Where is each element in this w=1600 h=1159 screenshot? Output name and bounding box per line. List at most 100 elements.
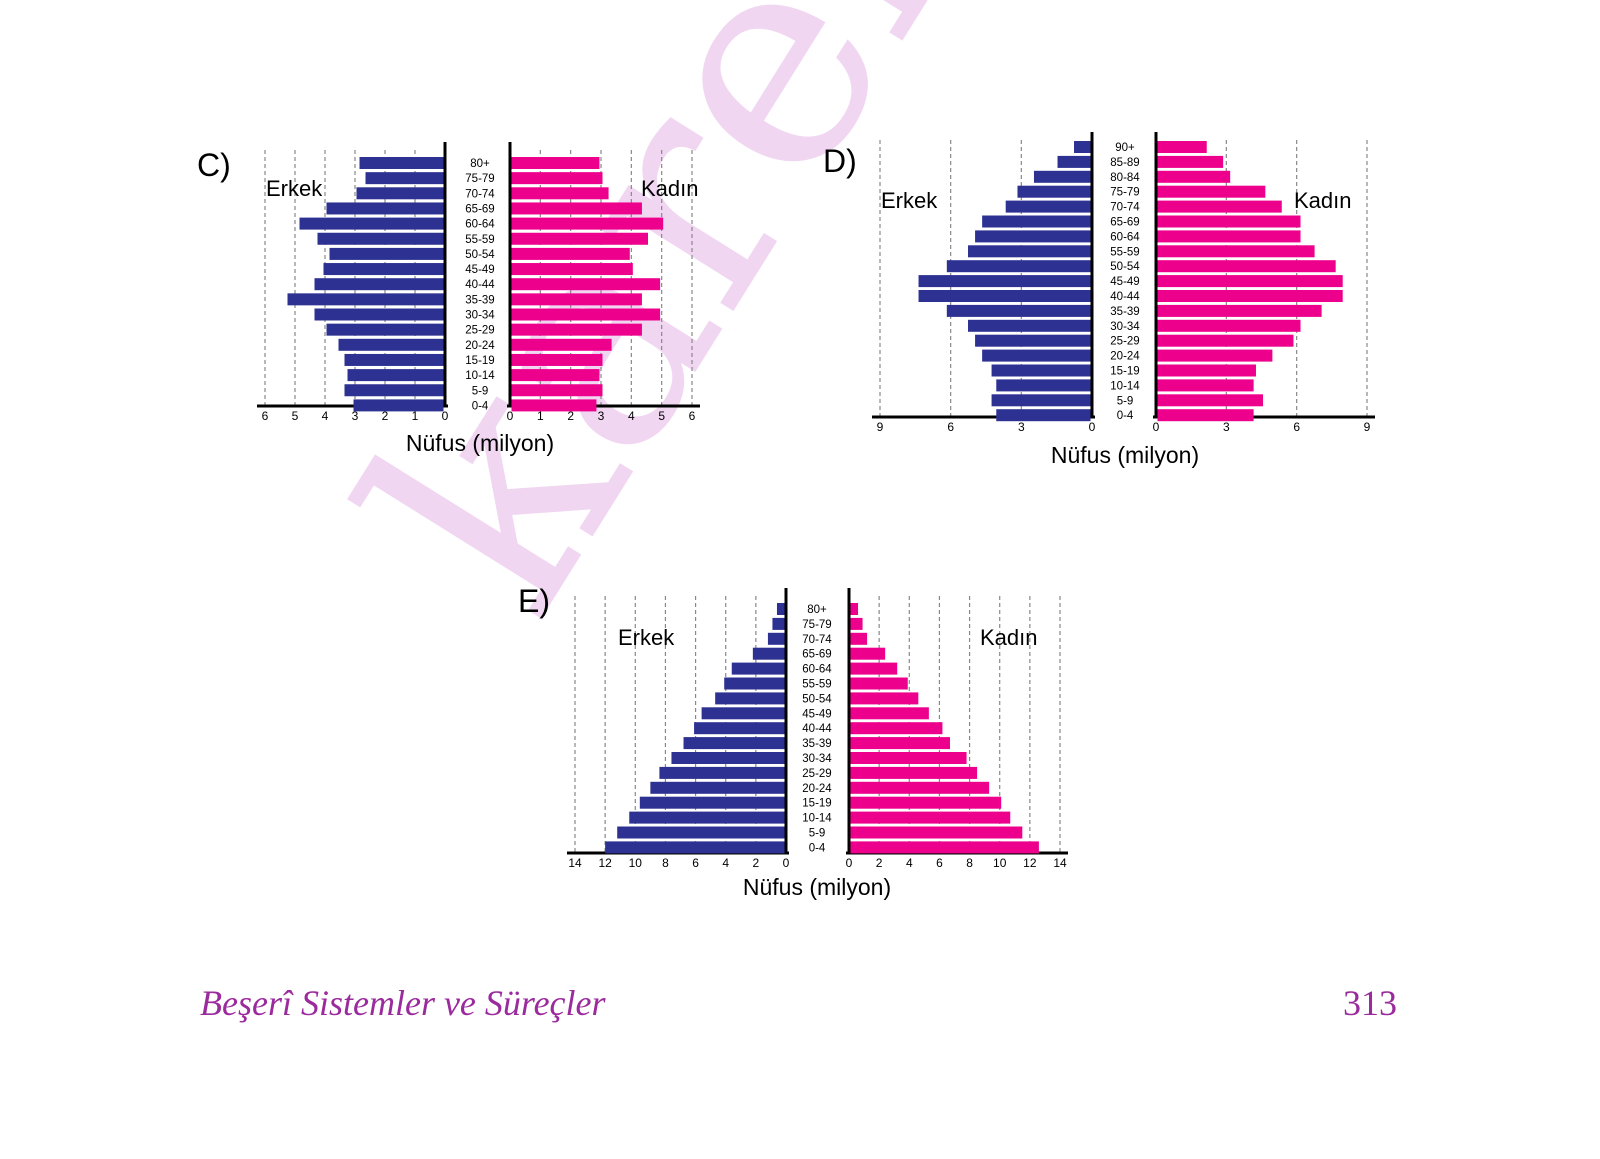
female-bar-25-29 — [850, 766, 978, 779]
male-tick-label: 5 — [292, 409, 299, 423]
age-group-label: 65-69 — [1110, 217, 1139, 229]
male-tick-label: 12 — [598, 856, 612, 870]
male-bar-15-19 — [344, 353, 444, 366]
male-bar-45-49 — [323, 263, 444, 276]
female-bar-0-4 — [850, 841, 1039, 854]
male-bar-75-79 — [365, 172, 444, 185]
female-tick-label: 0 — [846, 856, 853, 870]
male-bar-75-79 — [1017, 185, 1091, 198]
age-group-label: 20-24 — [1110, 351, 1140, 363]
age-group-label: 50-54 — [802, 693, 832, 705]
female-legend-label: Kadın — [980, 625, 1038, 650]
age-group-label: 90+ — [1115, 142, 1135, 154]
female-bar-65-69 — [1157, 215, 1301, 228]
male-tick-label: 0 — [442, 409, 449, 423]
male-bar-80-84 — [1033, 170, 1091, 183]
age-group-label: 85-89 — [1110, 157, 1139, 169]
female-bar-80+ — [850, 603, 859, 615]
female-tick-label: 3 — [598, 409, 605, 423]
panel-label: D) — [823, 143, 857, 179]
age-group-label: 80-84 — [1110, 172, 1140, 184]
age-group-label: 80+ — [470, 158, 490, 170]
female-bar-5-9 — [850, 826, 1023, 839]
female-bar-25-29 — [511, 323, 642, 336]
male-bar-60-64 — [299, 217, 444, 230]
age-group-label: 70-74 — [465, 188, 495, 200]
female-tick-label: 5 — [658, 409, 665, 423]
female-bar-70-74 — [1157, 200, 1282, 213]
female-tick-label: 9 — [1364, 420, 1371, 434]
male-tick-label: 14 — [568, 856, 582, 870]
age-group-label: 80+ — [807, 604, 827, 616]
female-bar-80+ — [511, 157, 600, 169]
age-group-label: 15-19 — [465, 355, 494, 367]
male-bar-60-64 — [975, 230, 1091, 243]
male-bar-10-14 — [347, 369, 444, 382]
male-bar-10-14 — [996, 379, 1091, 392]
female-bar-85-89 — [1157, 155, 1224, 168]
age-group-label: 25-29 — [1110, 336, 1139, 348]
female-tick-label: 14 — [1053, 856, 1067, 870]
x-axis-title: Nüfus (milyon) — [406, 430, 554, 456]
age-group-label: 40-44 — [1110, 291, 1140, 303]
age-group-label: 35-39 — [1110, 306, 1139, 318]
female-tick-label: 6 — [936, 856, 943, 870]
female-bar-15-19 — [511, 353, 603, 366]
male-tick-label: 3 — [1018, 420, 1025, 434]
age-group-label: 25-29 — [802, 768, 831, 780]
female-bar-35-39 — [511, 293, 642, 306]
x-axis-title: Nüfus (milyon) — [1051, 442, 1199, 468]
male-bar-45-49 — [701, 707, 785, 720]
age-group-label: 15-19 — [802, 798, 831, 810]
age-group-label: 40-44 — [465, 279, 495, 291]
male-bar-35-39 — [683, 737, 785, 750]
age-group-label: 60-64 — [1110, 231, 1140, 243]
male-bar-65-69 — [326, 202, 444, 215]
male-bar-30-34 — [968, 319, 1091, 332]
age-group-label: 50-54 — [1110, 261, 1140, 273]
female-bar-5-9 — [511, 384, 603, 397]
age-group-label: 70-74 — [1110, 202, 1140, 214]
female-tick-label: 3 — [1223, 420, 1230, 434]
age-group-label: 0-4 — [472, 400, 489, 412]
female-bar-20-24 — [1157, 349, 1273, 362]
male-tick-label: 9 — [877, 420, 884, 434]
male-bar-70-74 — [767, 632, 785, 645]
female-tick-label: 10 — [993, 856, 1007, 870]
age-group-label: 5-9 — [809, 828, 826, 840]
female-bar-50-54 — [511, 247, 630, 260]
male-bar-55-59 — [317, 232, 444, 245]
age-group-label: 55-59 — [465, 234, 494, 246]
female-bar-25-29 — [1157, 334, 1294, 347]
female-tick-label: 8 — [966, 856, 973, 870]
male-bar-40-44 — [918, 290, 1091, 302]
age-group-label: 30-34 — [802, 753, 832, 765]
female-bar-65-69 — [850, 647, 886, 660]
age-group-label: 30-34 — [465, 310, 495, 322]
male-bar-85-89 — [1057, 155, 1091, 168]
female-bar-60-64 — [1157, 230, 1301, 243]
female-bar-45-49 — [850, 707, 929, 720]
male-bar-0-4 — [605, 841, 785, 854]
female-bar-55-59 — [511, 232, 648, 245]
female-bar-20-24 — [850, 781, 990, 794]
female-bar-0-4 — [1157, 409, 1254, 422]
male-bar-60-64 — [731, 662, 785, 675]
female-bar-20-24 — [511, 338, 612, 351]
x-axis-title: Nüfus (milyon) — [743, 874, 891, 900]
male-tick-label: 2 — [382, 409, 389, 423]
male-bar-50-54 — [329, 247, 444, 260]
male-bar-5-9 — [991, 394, 1091, 407]
female-bar-30-34 — [850, 752, 967, 764]
female-bar-75-79 — [1157, 185, 1266, 198]
age-group-label: 30-34 — [1110, 321, 1140, 333]
male-bar-20-24 — [982, 349, 1091, 362]
age-group-label: 50-54 — [465, 249, 495, 261]
female-bar-90+ — [1157, 141, 1207, 153]
male-bar-5-9 — [617, 826, 785, 839]
age-group-label: 20-24 — [802, 783, 832, 795]
age-group-label: 15-19 — [1110, 366, 1139, 378]
age-group-label: 10-14 — [1110, 380, 1140, 392]
female-bar-70-74 — [511, 187, 609, 200]
